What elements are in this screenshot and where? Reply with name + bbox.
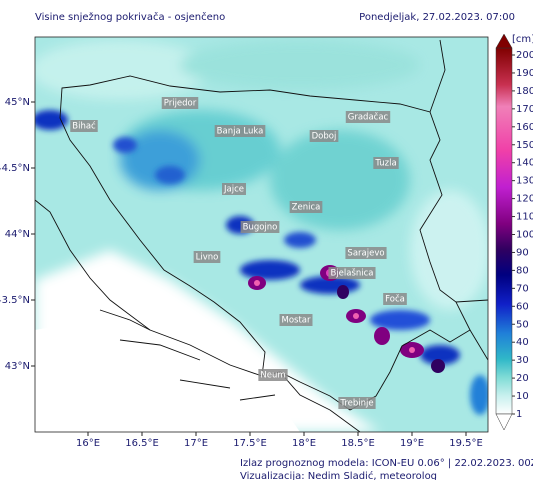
colorbar-tick-label: 200 bbox=[516, 50, 533, 61]
footer-line: Vizualizacija: Nedim Sladić, meteorolog bbox=[240, 470, 437, 480]
colorbar-tick-label: 170 bbox=[516, 104, 533, 115]
city-label: Livno bbox=[196, 253, 219, 263]
city-label-box bbox=[258, 369, 288, 381]
city-label-box bbox=[345, 247, 387, 259]
colorbar-tick-label: 130 bbox=[516, 176, 533, 187]
city-label: Prijedor bbox=[164, 99, 197, 109]
city-label: Gradačac bbox=[348, 112, 389, 123]
colorbar-tick-label: 140 bbox=[516, 158, 533, 169]
city-label-box bbox=[289, 201, 323, 213]
colorbar-tick-label: 120 bbox=[516, 194, 533, 205]
city-label: Trebinje bbox=[339, 399, 373, 409]
city-label: Neum bbox=[260, 371, 285, 381]
city-label-box bbox=[309, 130, 339, 142]
x-tick-label: 17.5°E bbox=[233, 438, 267, 449]
colorbar-tick-label: 1 bbox=[516, 409, 522, 420]
colorbar-tick-label: 50 bbox=[516, 319, 529, 330]
colorbar-unit: [cm] bbox=[512, 34, 533, 45]
colorbar-tick-label: 100 bbox=[516, 230, 533, 241]
date: Ponedjeljak, 27.02.2023. 07:00 bbox=[359, 12, 515, 23]
city-label: Banja Luka bbox=[217, 127, 264, 137]
city-label-box bbox=[383, 293, 407, 305]
city-label-box bbox=[373, 157, 399, 169]
city-label: Doboj bbox=[312, 132, 337, 142]
city-label: Bjelašnica bbox=[330, 268, 373, 279]
x-tick-label: 17°E bbox=[184, 438, 208, 449]
colorbar-tick-label: 160 bbox=[516, 122, 533, 133]
x-tick-label: 18.5°E bbox=[341, 438, 375, 449]
city-label: Sarajevo bbox=[347, 249, 384, 259]
colorbar-tick-label: 150 bbox=[516, 140, 533, 151]
colorbar-tick-label: 180 bbox=[516, 86, 533, 97]
colorbar-tick-label: 90 bbox=[516, 247, 529, 258]
city-label: Mostar bbox=[282, 316, 312, 326]
map bbox=[35, 37, 488, 432]
y-tick-label: 44.5°N bbox=[0, 163, 30, 174]
y-tick-label: 45°N bbox=[5, 97, 30, 108]
colorbar-tick-label: 20 bbox=[516, 373, 529, 384]
city-label: Jajce bbox=[223, 185, 244, 195]
city-label-box bbox=[338, 397, 376, 409]
colorbar-tick-label: 80 bbox=[516, 265, 529, 276]
colorbar-tick-label: 190 bbox=[516, 68, 533, 79]
y-tick-label: 44°N bbox=[5, 229, 30, 240]
colorbar-tick-label: 10 bbox=[516, 391, 529, 402]
city-label-box bbox=[214, 125, 266, 137]
x-tick-label: 16.5°E bbox=[125, 438, 159, 449]
city-label-box bbox=[222, 183, 246, 195]
x-tick-label: 16°E bbox=[76, 438, 100, 449]
city-label: Tuzla bbox=[374, 159, 396, 169]
city-label: Bugojno bbox=[243, 223, 278, 233]
y-tick-label: 43.5°N bbox=[0, 295, 30, 306]
colorbar-tick-label: 30 bbox=[516, 355, 529, 366]
colorbar-tick-label: 60 bbox=[516, 301, 529, 312]
city-label-box bbox=[70, 120, 98, 132]
city-label-box bbox=[193, 251, 221, 263]
x-tick-label: 19°E bbox=[400, 438, 424, 449]
city-label-box bbox=[279, 314, 313, 326]
city-label-box bbox=[328, 267, 376, 279]
colorbar-tick-label: 70 bbox=[516, 283, 529, 294]
y-tick-label: 43°N bbox=[5, 361, 30, 372]
footer-line: Izlaz prognoznog modela: ICON-EU 0.06° |… bbox=[240, 458, 533, 469]
colorbar-tick-label: 110 bbox=[516, 212, 533, 223]
x-tick-label: 18°E bbox=[292, 438, 316, 449]
city-label: Foča bbox=[385, 294, 405, 305]
x-tick-label: 19.5°E bbox=[449, 438, 483, 449]
city-label: Bihać bbox=[72, 121, 96, 132]
city-label-box bbox=[345, 111, 391, 123]
title: Visine snježnog pokrivača - osjenčeno bbox=[35, 11, 225, 23]
colorbar-tick-label: 40 bbox=[516, 337, 529, 348]
city-label-box bbox=[161, 97, 199, 109]
city-label-box bbox=[240, 221, 280, 233]
city-label: Zenica bbox=[292, 203, 321, 213]
